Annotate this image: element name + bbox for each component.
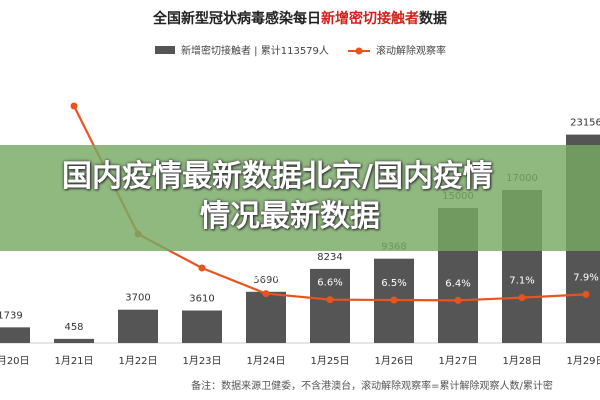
legend-swatch xyxy=(155,46,175,54)
bar xyxy=(182,310,222,343)
x-tick-label: 1月21日 xyxy=(54,355,93,367)
legend-label: 滚动解除观察率 xyxy=(376,44,446,57)
bar-value-label: 23156 xyxy=(570,118,600,129)
line-point xyxy=(198,264,206,272)
line-point xyxy=(70,102,78,110)
x-tick-label: 1月28日 xyxy=(502,355,541,367)
line-value-label: 7.9% xyxy=(573,272,598,283)
line-value-label: 6.5% xyxy=(381,278,406,289)
bar xyxy=(0,327,30,343)
banner: 国内疫情最新数据北京/国内疫情 情况最新数据 xyxy=(0,145,600,251)
bar xyxy=(54,338,94,343)
bar-value-label: 3700 xyxy=(125,293,150,304)
line-point xyxy=(390,296,398,304)
title-part: 新增密切接触者 xyxy=(321,10,419,27)
line-point xyxy=(454,296,462,304)
x-tick-label: 1月22日 xyxy=(118,355,157,367)
bar xyxy=(246,291,286,343)
title-part: 全国新型冠状病毒感染每日 xyxy=(152,10,321,27)
x-tick-label: 1月26日 xyxy=(374,355,413,367)
x-tick-label: 1月24日 xyxy=(246,355,285,367)
x-tick-label: 1月23日 xyxy=(182,355,221,367)
bar-value-label: 3610 xyxy=(189,294,214,305)
x-tick-label: 1月27日 xyxy=(438,355,477,367)
bar-value-label: 1739 xyxy=(0,310,23,321)
chart-title: 全国新型冠状病毒感染每日新增密切接触者数据 xyxy=(152,10,447,27)
banner-line: 国内疫情最新数据北京/国内疫情 xyxy=(62,159,493,194)
x-tick-label: 1月20日 xyxy=(0,355,30,367)
x-tick-label: 1月25日 xyxy=(310,355,349,367)
line-point xyxy=(582,290,590,298)
title-part: 数据 xyxy=(419,10,447,27)
note: 备注：数据来源卫健委，不含港澳台，滚动解除观察率=累计解除观察人数/累计密 xyxy=(191,379,553,392)
x-tick-label: 1月29日 xyxy=(566,355,600,367)
line-point xyxy=(262,290,270,298)
line-value-label: 8.1% xyxy=(253,272,278,283)
bar-value-label: 5690 xyxy=(253,275,278,286)
bar xyxy=(118,309,158,343)
bar-value-label: 8234 xyxy=(317,252,342,263)
legend-label: 新增密切接触者 | 累计113579人 xyxy=(181,44,329,57)
line-point xyxy=(326,296,334,304)
line-value-label: 6.4% xyxy=(445,278,470,289)
banner-line: 情况最新数据 xyxy=(200,199,380,234)
bar xyxy=(310,268,350,343)
legend-swatch xyxy=(355,47,363,55)
line-point xyxy=(518,294,526,302)
bar-value-label: 458 xyxy=(64,322,83,333)
line-value-label: 7.1% xyxy=(509,276,534,287)
line-value-label: 6.6% xyxy=(317,278,342,289)
